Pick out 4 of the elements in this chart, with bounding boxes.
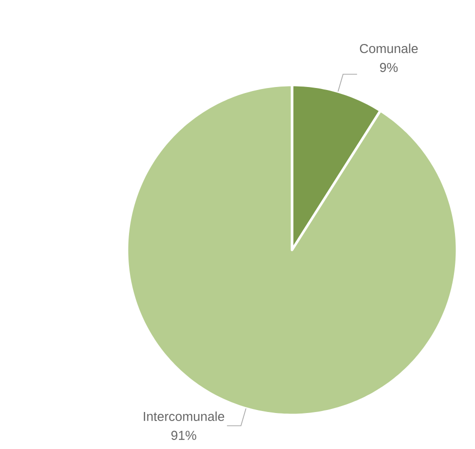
data-label: 91% [171,430,196,440]
slice-label: Comunale [360,44,418,54]
slice-label: Intercomunale [144,412,224,422]
data-label: 9% [380,62,398,72]
